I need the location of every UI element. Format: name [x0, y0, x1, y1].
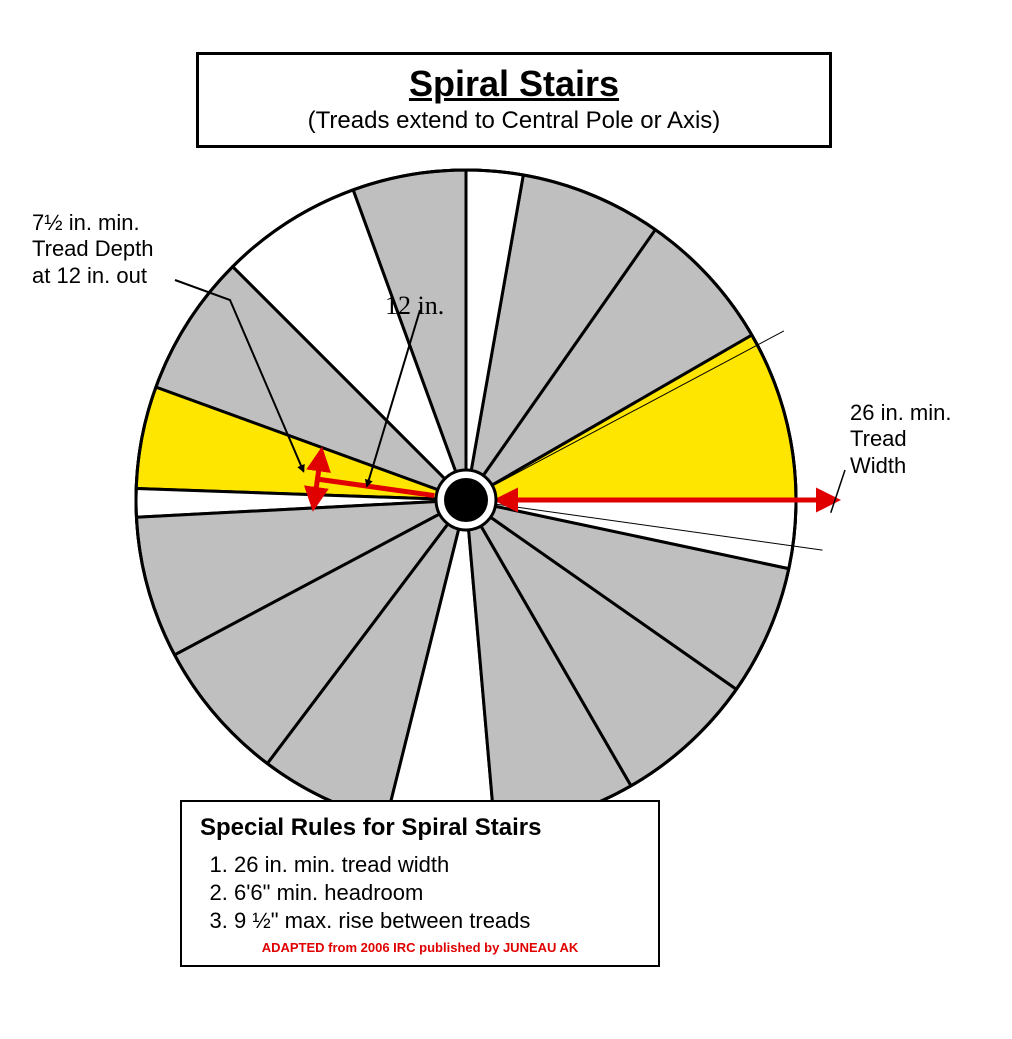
rules-source: ADAPTED from 2006 IRC published by JUNEA…: [200, 940, 640, 955]
title-box: Spiral Stairs (Treads extend to Central …: [196, 52, 832, 148]
rules-title: Special Rules for Spiral Stairs: [200, 814, 640, 842]
tread-depth-label: 7½ in. min.Tread Depthat 12 in. out: [32, 210, 153, 289]
rules-box: Special Rules for Spiral Stairs 26 in. m…: [180, 800, 660, 967]
title-subtitle: (Treads extend to Central Pole or Axis): [209, 107, 819, 135]
twelve-inch-label: 12 in.: [385, 290, 444, 321]
tread-width-label: 26 in. min.TreadWidth: [850, 400, 952, 479]
rule-item: 26 in. min. tread width: [234, 852, 640, 878]
title-main: Spiral Stairs: [209, 63, 819, 105]
rules-list: 26 in. min. tread width 6'6" min. headro…: [200, 852, 640, 934]
rule-item: 6'6" min. headroom: [234, 880, 640, 906]
rule-item: 9 ½" max. rise between treads: [234, 908, 640, 934]
